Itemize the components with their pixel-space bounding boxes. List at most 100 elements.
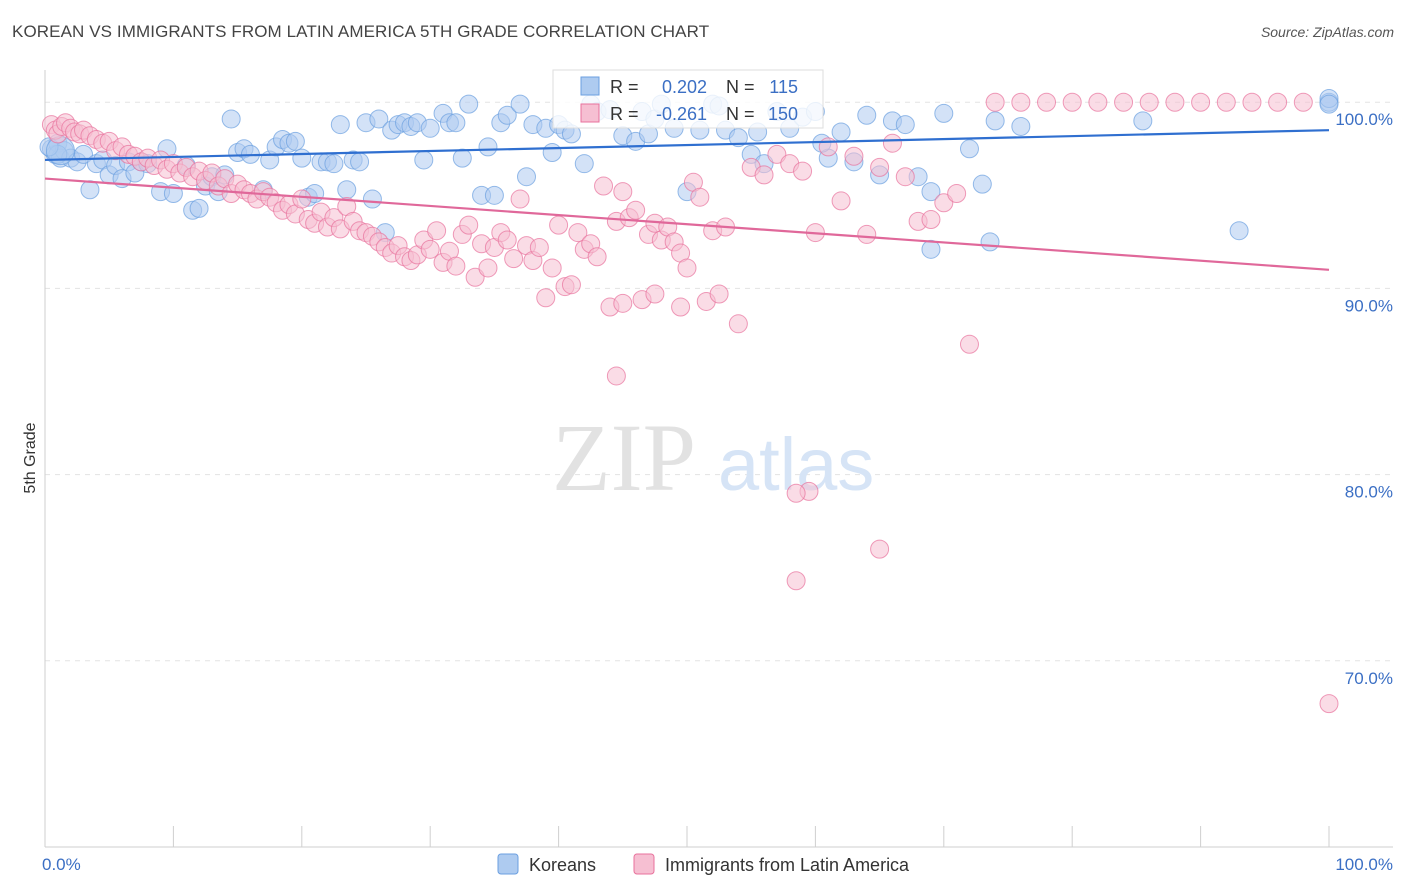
point-koreans xyxy=(414,150,434,170)
point-latin-america xyxy=(895,167,915,187)
point-latin-america xyxy=(1062,92,1082,112)
point-latin-america xyxy=(870,539,890,559)
point-latin-america xyxy=(497,230,517,250)
point-latin-america xyxy=(587,247,607,267)
point-latin-america xyxy=(568,223,588,243)
point-latin-america xyxy=(1165,92,1185,112)
point-latin-america xyxy=(1191,92,1211,112)
point-latin-america xyxy=(1216,92,1236,112)
point-latin-america xyxy=(459,215,479,235)
point-latin-america xyxy=(1293,92,1313,112)
point-latin-america xyxy=(504,249,524,269)
point-latin-america xyxy=(536,288,556,308)
point-koreans xyxy=(337,180,357,200)
y-tick-label: 70.0% xyxy=(1345,669,1393,688)
point-latin-america xyxy=(690,187,710,207)
trend-line-koreans xyxy=(44,129,1330,162)
trend-lines xyxy=(44,129,1330,271)
point-koreans xyxy=(285,131,305,151)
point-latin-america xyxy=(1037,92,1057,112)
point-koreans xyxy=(517,167,536,187)
stats-r-label-koreans: R = xyxy=(610,77,639,97)
point-koreans xyxy=(478,137,498,157)
point-latin-america xyxy=(671,297,691,317)
stats-r-value-koreans: 0.202 xyxy=(662,77,707,97)
legend-swatch-latin-america xyxy=(633,853,655,875)
legend: Koreans Immigrants from Latin America xyxy=(497,853,910,875)
legend-label-latin-america: Immigrants from Latin America xyxy=(665,855,910,875)
point-koreans xyxy=(459,94,479,114)
point-latin-america xyxy=(767,144,787,164)
watermark: ZIP atlas xyxy=(552,404,874,511)
point-latin-america xyxy=(1088,92,1108,112)
point-latin-america xyxy=(529,237,549,257)
stats-swatch-latin-america xyxy=(580,103,600,123)
point-latin-america xyxy=(1268,92,1288,112)
point-koreans xyxy=(362,189,382,209)
stats-swatch-koreans xyxy=(580,76,600,96)
y-axis-label: 5th Grade xyxy=(22,422,39,493)
point-latin-america xyxy=(420,239,440,259)
point-koreans xyxy=(921,182,941,202)
series-latin-america-points xyxy=(41,92,1339,714)
point-latin-america xyxy=(427,221,447,241)
point-koreans xyxy=(324,154,344,174)
point-latin-america xyxy=(561,275,581,295)
source-credit: Source: ZipAtlas.com xyxy=(1260,24,1394,40)
stats-n-value-latin-america: 150 xyxy=(768,104,798,124)
point-koreans xyxy=(831,122,851,142)
point-latin-america xyxy=(677,258,697,278)
point-koreans xyxy=(1133,111,1153,131)
point-koreans xyxy=(350,152,370,172)
point-koreans xyxy=(542,143,562,163)
x-tick-label: 100.0% xyxy=(1335,855,1393,874)
point-latin-america xyxy=(292,189,312,209)
point-latin-america xyxy=(645,284,665,304)
point-latin-america xyxy=(1139,92,1159,112)
point-latin-america xyxy=(626,200,646,220)
point-koreans xyxy=(980,232,1000,252)
point-koreans xyxy=(420,118,440,138)
point-koreans xyxy=(484,185,504,205)
point-koreans xyxy=(857,105,877,125)
point-latin-america xyxy=(594,176,614,196)
stats-n-label-koreans: N = xyxy=(726,77,755,97)
point-koreans xyxy=(330,115,350,135)
point-latin-america xyxy=(478,258,498,278)
point-latin-america xyxy=(870,157,890,177)
point-latin-america xyxy=(613,293,633,313)
point-latin-america xyxy=(882,133,902,153)
point-latin-america xyxy=(1242,92,1262,112)
point-latin-america xyxy=(613,182,633,202)
point-koreans xyxy=(452,148,472,168)
stats-n-value-koreans: 115 xyxy=(769,77,798,97)
y-tick-labels: 100.0% 90.0% 80.0% 70.0% xyxy=(1335,110,1393,688)
point-latin-america xyxy=(606,366,626,386)
y-tick-label: 80.0% xyxy=(1345,483,1393,502)
point-koreans xyxy=(221,109,241,129)
point-koreans xyxy=(728,128,748,148)
point-koreans xyxy=(369,109,389,129)
trend-line-latin-america xyxy=(44,177,1330,271)
point-koreans xyxy=(497,105,517,125)
legend-label-koreans: Koreans xyxy=(529,855,596,875)
point-koreans xyxy=(446,113,466,133)
point-latin-america xyxy=(857,224,877,244)
chart-title: KOREAN VS IMMIGRANTS FROM LATIN AMERICA … xyxy=(12,22,710,41)
x-tick-labels: 0.0% 100.0% xyxy=(42,855,1393,874)
point-latin-america xyxy=(542,258,562,278)
point-latin-america xyxy=(786,483,806,503)
y-tick-label: 100.0% xyxy=(1335,110,1393,129)
point-latin-america xyxy=(549,215,569,235)
stats-r-value-latin-america: -0.261 xyxy=(656,104,707,124)
point-latin-america xyxy=(844,146,864,166)
point-latin-america xyxy=(446,256,466,276)
point-koreans xyxy=(574,154,594,174)
point-latin-america xyxy=(1011,92,1031,112)
point-koreans xyxy=(80,180,100,200)
point-latin-america xyxy=(985,92,1005,112)
point-latin-america xyxy=(728,314,748,334)
x-ticks xyxy=(44,826,1330,847)
watermark-zip: ZIP xyxy=(552,404,696,511)
